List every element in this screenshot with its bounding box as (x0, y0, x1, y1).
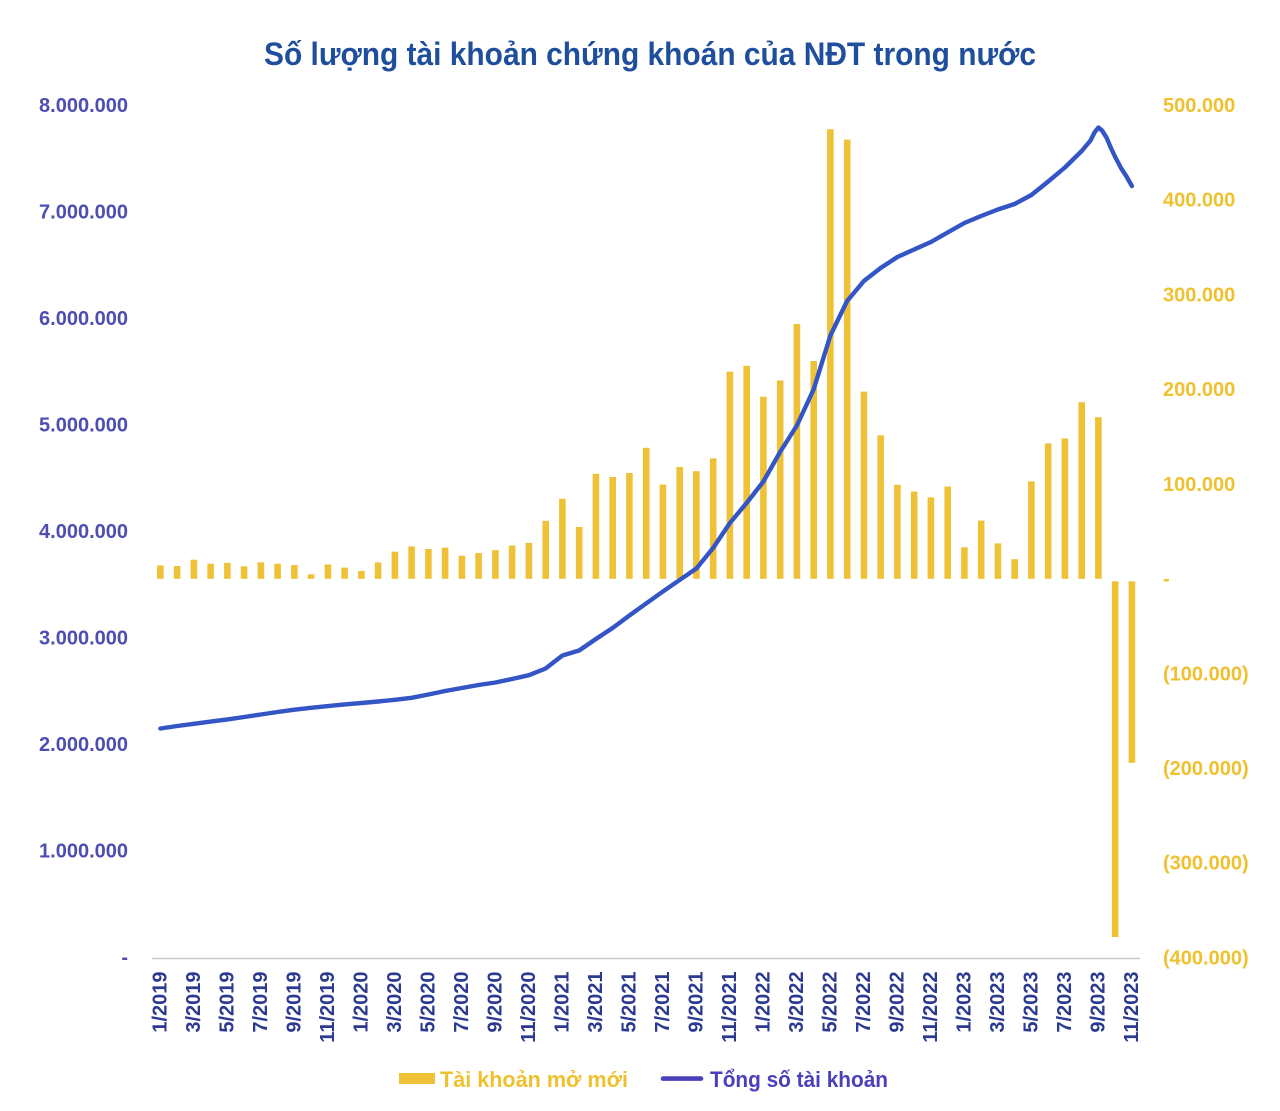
svg-text:-: - (121, 947, 128, 969)
svg-text:Tài khoản mở mới: Tài khoản mở mới (440, 1067, 628, 1092)
svg-text:300.000: 300.000 (1163, 284, 1235, 306)
svg-text:3/2021: 3/2021 (585, 972, 607, 1033)
svg-text:2.000.000: 2.000.000 (39, 734, 128, 756)
svg-text:7/2019: 7/2019 (250, 972, 272, 1033)
svg-text:7.000.000: 7.000.000 (39, 202, 128, 224)
svg-text:9/2020: 9/2020 (484, 972, 506, 1033)
svg-text:9/2022: 9/2022 (886, 972, 908, 1033)
svg-text:7/2023: 7/2023 (1054, 972, 1076, 1033)
svg-text:7/2021: 7/2021 (652, 972, 674, 1033)
svg-text:3/2019: 3/2019 (183, 972, 205, 1033)
svg-text:5/2023: 5/2023 (1020, 972, 1042, 1033)
svg-text:7/2020: 7/2020 (451, 972, 473, 1033)
svg-text:200.000: 200.000 (1163, 379, 1235, 401)
svg-text:11/2021: 11/2021 (719, 972, 741, 1043)
svg-text:7/2022: 7/2022 (853, 972, 875, 1033)
svg-text:1.000.000: 1.000.000 (39, 841, 128, 863)
svg-text:5/2020: 5/2020 (417, 972, 439, 1033)
svg-text:500.000: 500.000 (1163, 95, 1235, 117)
svg-text:(300.000): (300.000) (1163, 853, 1249, 875)
svg-text:400.000: 400.000 (1163, 190, 1235, 212)
svg-text:6.000.000: 6.000.000 (39, 308, 128, 330)
svg-text:5.000.000: 5.000.000 (39, 415, 128, 437)
svg-text:1/2021: 1/2021 (551, 972, 573, 1033)
svg-text:1/2019: 1/2019 (149, 972, 171, 1033)
svg-text:5/2021: 5/2021 (618, 972, 640, 1033)
svg-text:3/2022: 3/2022 (786, 972, 808, 1033)
svg-text:100.000: 100.000 (1163, 474, 1235, 496)
svg-text:11/2019: 11/2019 (317, 972, 339, 1043)
svg-text:11/2023: 11/2023 (1121, 972, 1143, 1043)
svg-text:9/2023: 9/2023 (1087, 972, 1109, 1033)
svg-text:-: - (1163, 569, 1170, 591)
svg-text:11/2020: 11/2020 (518, 972, 540, 1043)
svg-text:5/2019: 5/2019 (216, 972, 238, 1033)
svg-text:11/2022: 11/2022 (920, 972, 942, 1043)
svg-text:(400.000): (400.000) (1163, 947, 1249, 969)
svg-text:4.000.000: 4.000.000 (39, 521, 128, 543)
svg-text:Tổng số tài khoản: Tổng số tài khoản (710, 1067, 888, 1092)
svg-text:1/2020: 1/2020 (350, 972, 372, 1033)
svg-text:8.000.000: 8.000.000 (39, 95, 128, 117)
svg-text:1/2023: 1/2023 (953, 972, 975, 1033)
svg-text:9/2019: 9/2019 (283, 972, 305, 1033)
svg-text:1/2022: 1/2022 (752, 972, 774, 1033)
svg-text:3/2023: 3/2023 (987, 972, 1009, 1033)
svg-text:Số lượng tài khoản chứng khoán: Số lượng tài khoản chứng khoán của NĐT t… (264, 36, 1036, 72)
svg-text:3/2020: 3/2020 (384, 972, 406, 1033)
svg-text:(100.000): (100.000) (1163, 663, 1249, 685)
svg-text:3.000.000: 3.000.000 (39, 628, 128, 650)
svg-text:9/2021: 9/2021 (685, 972, 707, 1033)
svg-text:(200.000): (200.000) (1163, 758, 1249, 780)
svg-text:5/2022: 5/2022 (819, 972, 841, 1033)
